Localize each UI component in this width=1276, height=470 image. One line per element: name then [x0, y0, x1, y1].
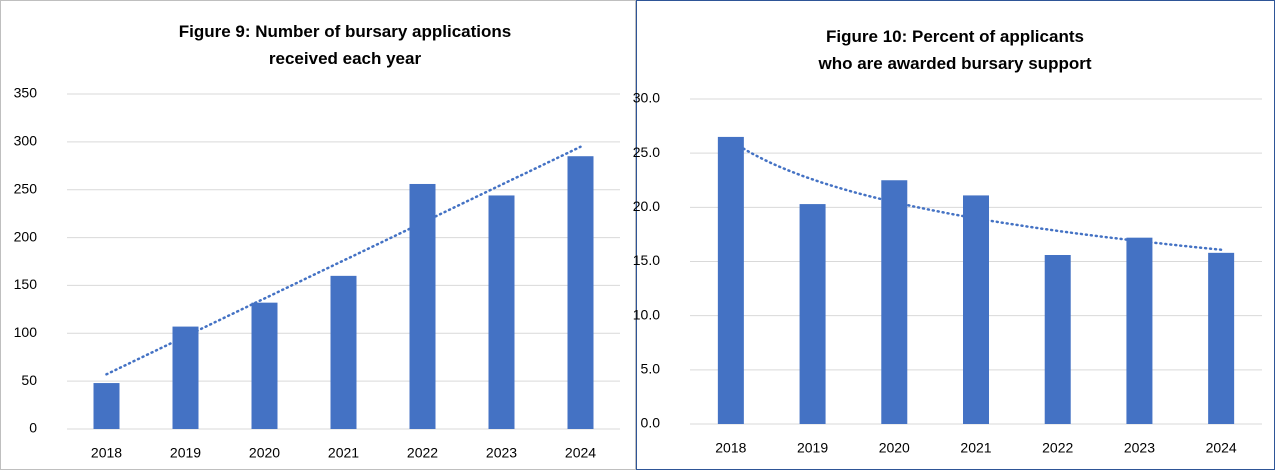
x-tick-label: 2020: [879, 440, 910, 456]
bar: [717, 136, 744, 424]
y-tick-label: 20.0: [633, 198, 660, 214]
chart-title: Figure 10: Percent of applicants who are …: [817, 27, 1091, 73]
y-tick-label: 25.0: [633, 144, 660, 160]
x-tick-label: 2024: [1206, 440, 1237, 456]
bar: [409, 183, 436, 429]
y-tick-label: 0: [29, 420, 37, 436]
x-tick-label: 2022: [1042, 440, 1073, 456]
bar: [1126, 237, 1153, 424]
y-tick-label: 30.0: [633, 90, 660, 106]
x-tick-label: 2024: [565, 445, 596, 461]
bar: [963, 195, 989, 424]
bar: [330, 275, 357, 429]
y-tick-label: 10.0: [633, 306, 660, 322]
x-tick-label: 2023: [1124, 440, 1155, 456]
x-tick-label: 2020: [249, 445, 280, 461]
y-tick-label: 250: [14, 180, 38, 196]
bar: [1208, 252, 1235, 424]
bar: [172, 326, 199, 429]
x-tick-label: 2021: [328, 445, 359, 461]
bar: [93, 383, 120, 429]
chart-title: Figure 9: Number of bursary applications…: [179, 22, 512, 68]
y-tick-label: 100: [14, 324, 38, 340]
bar: [567, 156, 594, 429]
y-tick-label: 50: [21, 372, 37, 388]
y-tick-label: 15.0: [633, 252, 660, 268]
x-tick-label: 2021: [960, 440, 991, 456]
x-tick-label: 2019: [797, 440, 828, 456]
trendline: [729, 139, 1223, 251]
bar: [488, 195, 515, 429]
x-tick-label: 2022: [407, 445, 438, 461]
y-tick-label: 350: [14, 85, 38, 101]
y-tick-label: 200: [14, 228, 38, 244]
y-tick-label: 5.0: [641, 361, 661, 377]
bar: [1044, 255, 1071, 424]
y-tick-label: 0.0: [641, 415, 661, 431]
y-tick-label: 300: [14, 133, 38, 149]
x-tick-label: 2023: [486, 445, 517, 461]
bar: [799, 204, 826, 424]
bar: [251, 302, 278, 429]
y-tick-label: 150: [14, 276, 38, 292]
x-tick-label: 2019: [170, 445, 201, 461]
x-tick-label: 2018: [715, 440, 746, 456]
x-tick-label: 2018: [91, 445, 122, 461]
bar: [881, 180, 908, 424]
